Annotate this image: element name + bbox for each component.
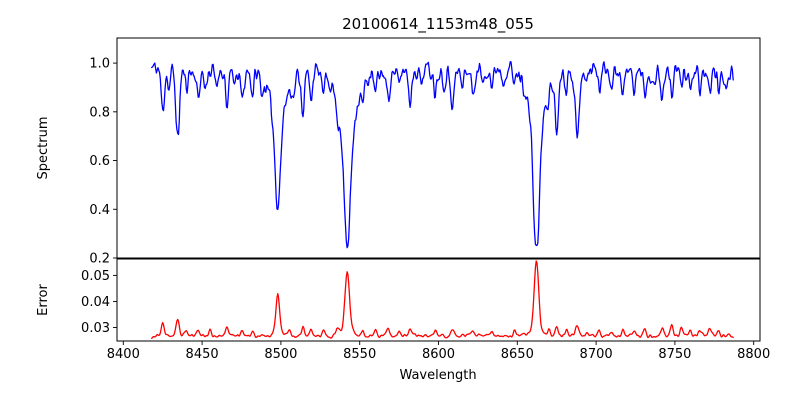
y-tick-label: 0.6 [89, 154, 110, 169]
y-tick-label: 0.05 [81, 269, 110, 284]
x-tick-label: 8600 [422, 347, 455, 362]
y-axis-label-spectrum: Spectrum [36, 117, 51, 180]
x-tick-label: 8450 [186, 347, 219, 362]
x-axis-label: Wavelength [399, 368, 476, 383]
chart-title: 20100614_1153m48_055 [342, 15, 534, 34]
spectrum-panel-frame [116, 37, 761, 259]
y-tick-label: 0.8 [89, 105, 110, 120]
y-tick-label: 0.04 [81, 295, 110, 310]
x-tick-label: 8800 [737, 347, 770, 362]
y-tick-label: 1.0 [89, 57, 110, 72]
y-tick-label: 0.4 [89, 203, 110, 218]
x-tick-label: 8550 [343, 347, 376, 362]
y-tick-label: 0.2 [89, 252, 110, 267]
x-tick-label: 8700 [580, 347, 613, 362]
y-tick-label: 0.03 [81, 321, 110, 336]
x-tick-label: 8750 [658, 347, 691, 362]
error-line [151, 260, 734, 339]
y-axis-label-error: Error [36, 284, 51, 316]
x-tick-label: 8650 [501, 347, 534, 362]
x-tick-label: 8500 [264, 347, 297, 362]
plot-area: 0.2 0.4 0.6 0.8 1.0 0.03 0.04 0.05 8400 8450 8500 8… [81, 37, 770, 362]
x-tick-label: 8400 [107, 347, 140, 362]
spectrum-line [151, 61, 734, 249]
